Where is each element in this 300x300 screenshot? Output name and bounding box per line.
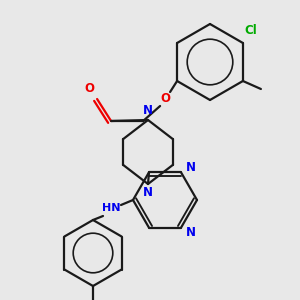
Text: O: O: [84, 82, 94, 95]
Text: N: N: [186, 161, 196, 174]
Text: N: N: [143, 104, 153, 118]
Text: N: N: [186, 226, 196, 239]
Text: O: O: [160, 92, 170, 106]
Text: HN: HN: [102, 203, 120, 213]
Text: N: N: [143, 187, 153, 200]
Text: Cl: Cl: [244, 25, 257, 38]
